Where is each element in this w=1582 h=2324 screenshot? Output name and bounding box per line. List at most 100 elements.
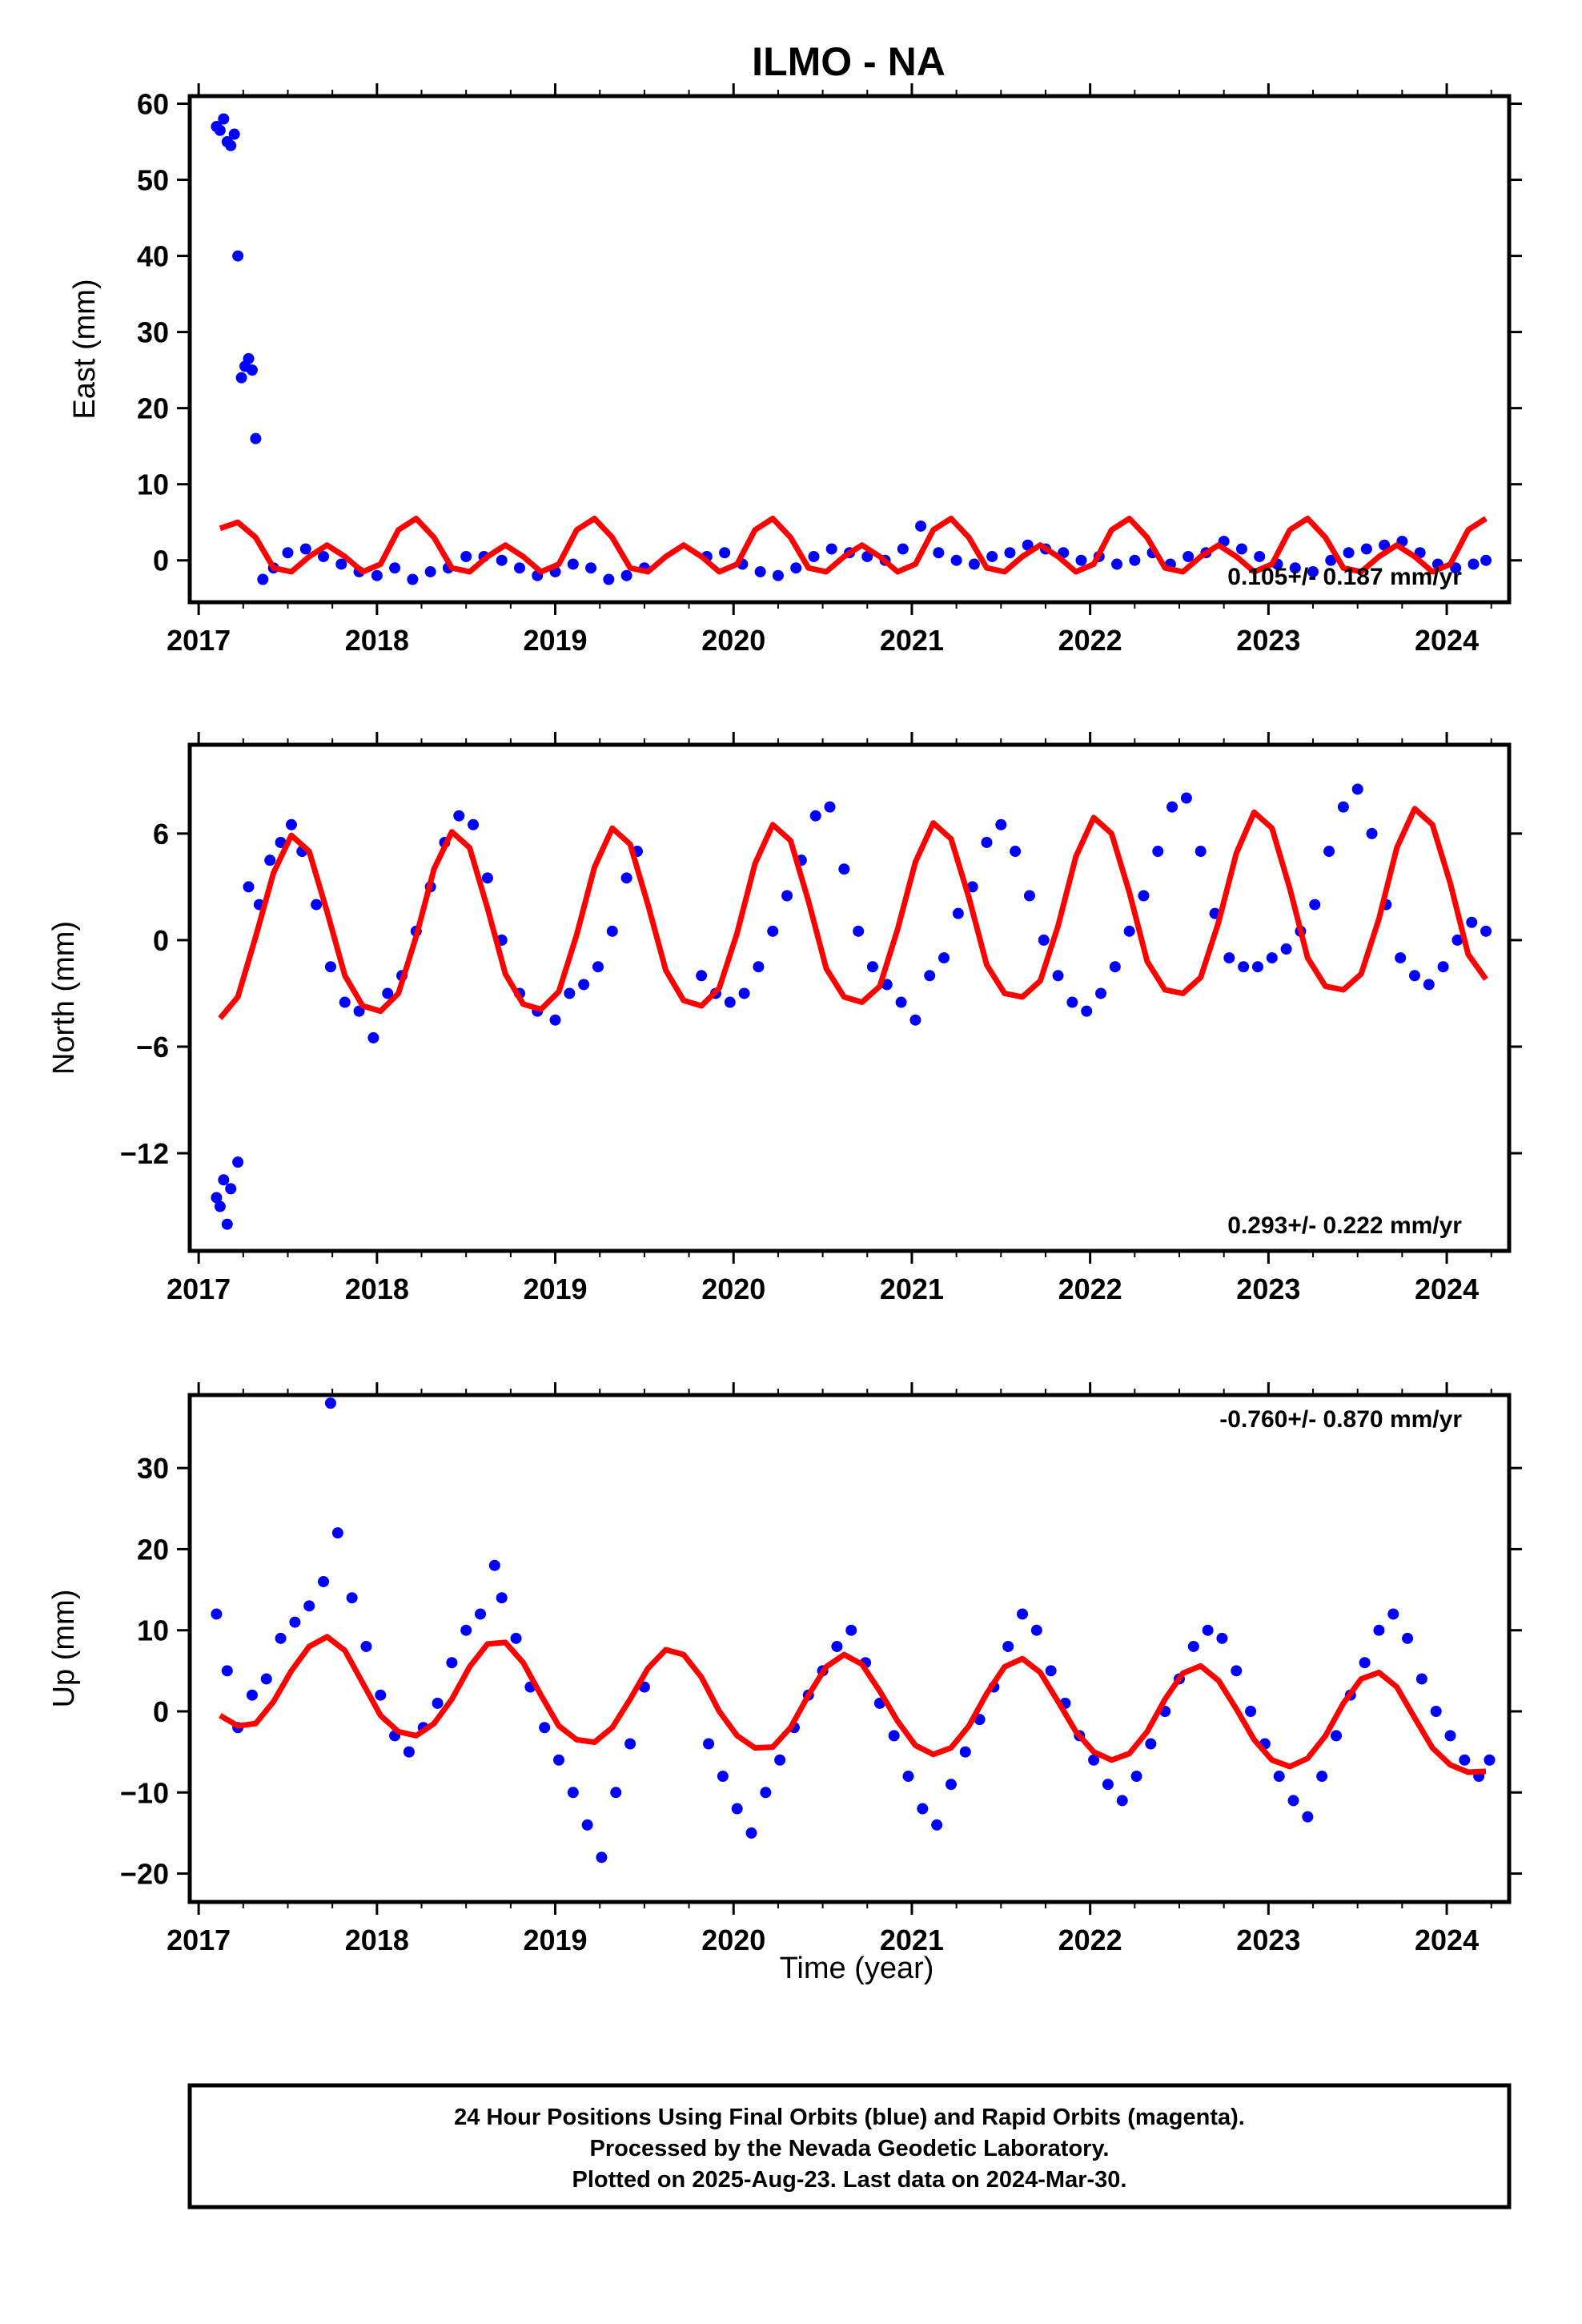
east-model-curve bbox=[219, 516, 1488, 575]
north-rate-annotation: 0.293+/- 0.222 mm/yr bbox=[1227, 1212, 1462, 1239]
north-data-point bbox=[1152, 846, 1164, 858]
east-data-point bbox=[790, 562, 802, 574]
y-tick-label-north: −12 bbox=[120, 1137, 169, 1170]
north-data-point bbox=[1280, 943, 1292, 955]
up-panel: 2017 2018 2019 2020 2021 2022 2023 2024 −20 −10 0 1… bbox=[47, 1382, 1522, 1956]
east-data-point bbox=[257, 573, 269, 585]
east-data-point bbox=[228, 128, 240, 140]
footer-line-1: 24 Hour Positions Using Final Orbits (bl… bbox=[454, 2105, 1245, 2130]
east-data-point bbox=[243, 352, 255, 364]
up-data-point bbox=[774, 1754, 786, 1766]
east-data-point bbox=[1360, 543, 1372, 555]
x-tick-label-east-2022: 2022 bbox=[1058, 624, 1122, 657]
north-data-point bbox=[578, 979, 590, 991]
east-data-point bbox=[968, 558, 980, 570]
up-data-point bbox=[324, 1397, 336, 1409]
up-data-point bbox=[1459, 1754, 1471, 1766]
x-tick-label-north-2023: 2023 bbox=[1236, 1273, 1300, 1305]
up-data-point bbox=[760, 1787, 772, 1799]
east-data-point bbox=[808, 550, 820, 562]
north-data-point bbox=[620, 872, 632, 884]
north-data-point bbox=[767, 925, 779, 937]
x-tick-label-east-2020: 2020 bbox=[701, 624, 765, 657]
north-data-point bbox=[214, 1200, 226, 1212]
north-data-point bbox=[453, 810, 465, 822]
north-data-point bbox=[738, 987, 750, 999]
up-data-point bbox=[1430, 1705, 1442, 1717]
y-tick-label-up: 0 bbox=[153, 1695, 169, 1728]
up-rate-annotation: -0.760+/- 0.870 mm/yr bbox=[1219, 1406, 1462, 1433]
up-data-point bbox=[1273, 1771, 1285, 1783]
x-tick-label-up-2018: 2018 bbox=[345, 1924, 409, 1956]
east-data-point bbox=[1307, 565, 1319, 577]
east-data-point bbox=[1325, 554, 1337, 566]
up-data-point bbox=[1402, 1632, 1414, 1644]
up-data-point bbox=[221, 1665, 233, 1677]
x-tick-label-east-2021: 2021 bbox=[880, 624, 944, 657]
east-data-point bbox=[933, 547, 945, 559]
east-data-point bbox=[585, 562, 597, 574]
north-data-point bbox=[966, 881, 978, 893]
north-data-point bbox=[339, 996, 351, 1008]
east-data-point bbox=[232, 250, 244, 262]
x-tick-label-up-2017: 2017 bbox=[167, 1924, 231, 1956]
north-data-point bbox=[824, 801, 836, 813]
east-data-point bbox=[754, 565, 766, 577]
x-axis-label: Time (year) bbox=[780, 1952, 934, 1985]
y-tick-label-up: 30 bbox=[137, 1452, 169, 1485]
north-data-point bbox=[1123, 925, 1135, 937]
north-data-point bbox=[225, 1183, 237, 1195]
x-tick-label-up-2021: 2021 bbox=[880, 1924, 944, 1956]
up-data-point bbox=[717, 1771, 729, 1783]
east-data-point bbox=[986, 550, 998, 562]
footer-frame bbox=[187, 2083, 1512, 2209]
y-tick-label-up: 10 bbox=[137, 1614, 169, 1647]
y-tick-label-north: 0 bbox=[153, 924, 169, 957]
x-tick-label-east-2019: 2019 bbox=[523, 624, 587, 657]
up-data-point bbox=[917, 1803, 929, 1815]
north-data-point bbox=[909, 1014, 921, 1026]
y-tick-label-east: 20 bbox=[137, 392, 169, 425]
east-data-point bbox=[897, 543, 909, 555]
north-data-point bbox=[549, 1014, 561, 1026]
east-data-point bbox=[1004, 547, 1016, 559]
up-model-curve bbox=[219, 1634, 1487, 1775]
north-data-point bbox=[1323, 846, 1335, 858]
up-data-point bbox=[331, 1527, 343, 1539]
up-data-point bbox=[1484, 1754, 1496, 1766]
x-tick-label-east-2018: 2018 bbox=[345, 624, 409, 657]
x-tick-label-north-2021: 2021 bbox=[880, 1273, 944, 1305]
north-data-point bbox=[468, 818, 480, 830]
up-data-point bbox=[959, 1746, 971, 1758]
up-data-point bbox=[1373, 1624, 1385, 1636]
up-data-point bbox=[1231, 1665, 1243, 1677]
east-data-point bbox=[603, 573, 615, 585]
up-data-point bbox=[475, 1608, 487, 1620]
east-data-point bbox=[1111, 558, 1123, 570]
north-data-point bbox=[1195, 846, 1207, 858]
east-data-point bbox=[915, 520, 927, 532]
north-data-point bbox=[853, 925, 865, 937]
north-data-point bbox=[211, 1192, 223, 1204]
up-data-point bbox=[1116, 1795, 1128, 1807]
up-data-point bbox=[1102, 1779, 1114, 1791]
up-data-point bbox=[1387, 1608, 1399, 1620]
up-data-point bbox=[610, 1787, 622, 1799]
y-tick-label-east: 0 bbox=[153, 545, 169, 577]
up-y-axis-label: Up (mm) bbox=[47, 1590, 81, 1708]
up-data-point bbox=[360, 1640, 372, 1652]
north-data-point bbox=[995, 818, 1007, 830]
x-tick-label-up-2020: 2020 bbox=[701, 1924, 765, 1956]
east-data-point bbox=[282, 547, 294, 559]
north-data-point bbox=[1095, 987, 1107, 999]
north-data-point bbox=[592, 961, 604, 973]
north-data-point bbox=[481, 872, 493, 884]
north-data-point bbox=[1223, 952, 1235, 964]
y-tick-label-east: 40 bbox=[137, 240, 169, 273]
east-data-point bbox=[1379, 539, 1391, 551]
up-data-point bbox=[1359, 1657, 1371, 1669]
up-data-point bbox=[1088, 1754, 1100, 1766]
up-data-point bbox=[1202, 1624, 1214, 1636]
north-data-point bbox=[1023, 890, 1035, 902]
east-rate-annotation: 0.105+/- 0.187 mm/yr bbox=[1227, 564, 1462, 590]
